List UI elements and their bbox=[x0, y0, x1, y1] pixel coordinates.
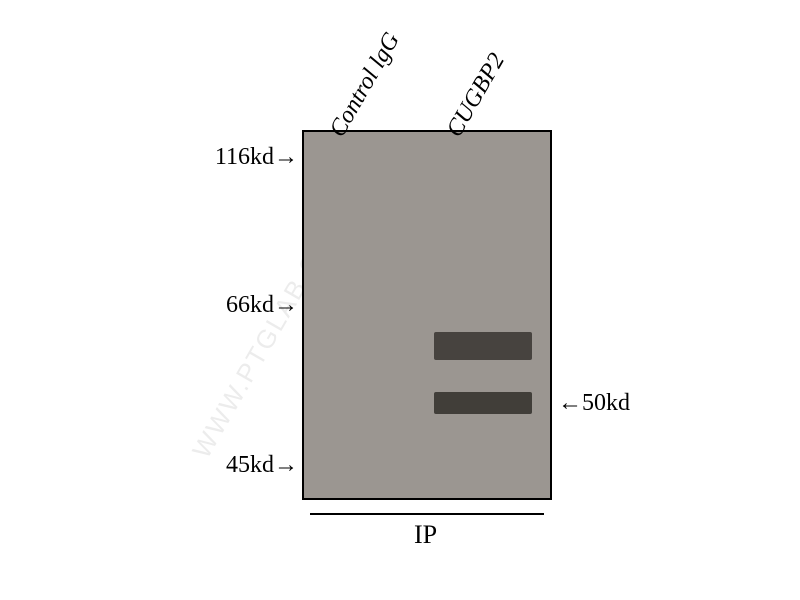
arrow-left-icon: ← bbox=[558, 390, 582, 417]
band-lower bbox=[434, 392, 532, 414]
band-upper bbox=[434, 332, 532, 360]
figure-container: WWW.PTGLAB.COM Control lgG CUGBP2 116kd→… bbox=[0, 0, 800, 600]
lane-label-cugbp2: CUGBP2 bbox=[442, 49, 511, 142]
target-50kd-text: 50kd bbox=[582, 390, 630, 416]
lane-label-control: Control lgG bbox=[325, 28, 406, 142]
ip-bar bbox=[310, 513, 544, 515]
blot-membrane bbox=[302, 130, 552, 500]
arrow-right-icon: → bbox=[274, 452, 298, 479]
marker-45kd: 45kd→ bbox=[226, 452, 298, 479]
ip-label: IP bbox=[414, 520, 437, 550]
marker-116kd-text: 116kd bbox=[215, 144, 274, 170]
marker-45kd-text: 45kd bbox=[226, 452, 274, 478]
arrow-right-icon: → bbox=[274, 144, 298, 171]
marker-66kd-text: 66kd bbox=[226, 292, 274, 318]
target-50kd: ←50kd bbox=[558, 390, 630, 417]
marker-66kd: 66kd→ bbox=[226, 292, 298, 319]
marker-116kd: 116kd→ bbox=[215, 144, 298, 171]
arrow-right-icon: → bbox=[274, 292, 298, 319]
